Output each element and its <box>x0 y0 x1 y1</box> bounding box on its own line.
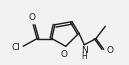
Text: N: N <box>81 46 88 55</box>
Text: O: O <box>107 46 114 55</box>
Text: Cl: Cl <box>12 43 21 52</box>
Text: H: H <box>81 52 87 61</box>
Text: O: O <box>28 13 35 22</box>
Text: O: O <box>61 50 68 59</box>
